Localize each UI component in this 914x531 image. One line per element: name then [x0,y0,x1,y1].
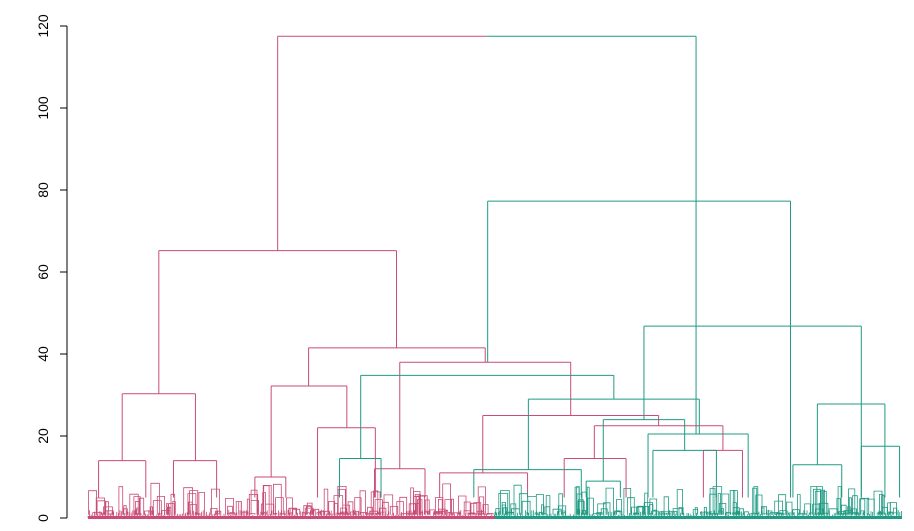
leaf-baseline-right [495,516,902,519]
y-tick-label: 60 [35,264,51,280]
leaf-baseline-left [88,516,495,519]
y-axis: 0 20 40 60 80 100 120 [35,14,68,522]
y-tick-label: 100 [35,96,51,120]
dendrogram-leaves [87,482,902,519]
y-tick-label: 80 [35,182,51,198]
y-tick-label: 120 [35,14,51,38]
dendrogram-links [98,35,901,498]
leaf-cluster-left [87,482,495,518]
y-tick-label: 40 [35,346,51,362]
y-tick-label: 20 [35,428,51,444]
y-tick-label: 0 [35,514,51,522]
leaf-cluster-right [494,484,902,518]
